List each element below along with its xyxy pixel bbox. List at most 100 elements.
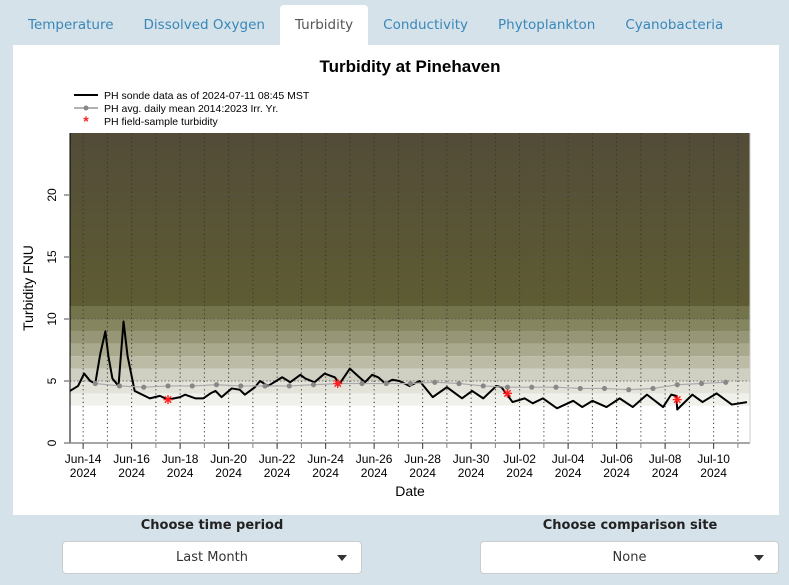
mean-series-point bbox=[577, 385, 583, 392]
field-sample-point bbox=[672, 395, 682, 405]
y-tick-label: 20 bbox=[45, 188, 59, 202]
mean-series-point bbox=[286, 383, 292, 389]
mean-series-point bbox=[383, 380, 389, 387]
x-tick-label: Jul-08 bbox=[649, 452, 682, 466]
x-tick-label: Jun-28 bbox=[404, 452, 441, 466]
y-axis-label: Turbidity FNU bbox=[20, 245, 36, 331]
time-period-label: Choose time period bbox=[140, 518, 284, 533]
mean-series-point bbox=[553, 384, 559, 390]
x-tick-label: Jul-04 bbox=[552, 452, 585, 466]
time-period-value: Last Month bbox=[176, 550, 248, 565]
x-tick-label: 2024 bbox=[603, 466, 630, 480]
asterisk-stroke bbox=[673, 395, 681, 404]
x-tick-label: Jun-30 bbox=[453, 452, 490, 466]
asterisk-stroke bbox=[503, 389, 512, 398]
x-tick-label: Jul-02 bbox=[503, 452, 536, 466]
x-tick-label: 2024 bbox=[409, 466, 436, 480]
x-tick-label: 2024 bbox=[167, 466, 194, 480]
y-tick-label: 0 bbox=[45, 439, 59, 446]
background-band bbox=[70, 356, 750, 369]
y-tick-label: 10 bbox=[45, 312, 59, 326]
mean-series-point bbox=[698, 380, 705, 387]
mean-series-point bbox=[529, 384, 535, 390]
x-tick-label: Jun-24 bbox=[307, 452, 344, 466]
field-sample-point bbox=[163, 395, 173, 405]
y-tick-label: 5 bbox=[45, 377, 59, 384]
mean-series-point bbox=[310, 382, 317, 388]
background-band bbox=[70, 306, 750, 319]
background-band-high bbox=[70, 133, 750, 307]
x-tick-label: 2024 bbox=[506, 466, 533, 480]
mean-series-point bbox=[480, 383, 486, 389]
mean-series-point bbox=[116, 383, 123, 389]
mean-series-point bbox=[262, 383, 268, 389]
comparison-site-select[interactable]: None bbox=[480, 541, 779, 574]
x-tick-label: 2024 bbox=[312, 466, 339, 480]
legend-mean-marker bbox=[83, 105, 89, 111]
tab-phytoplankton[interactable]: Phytoplankton bbox=[498, 17, 596, 33]
time-period-select[interactable]: Last Month bbox=[62, 541, 362, 574]
background-band bbox=[70, 319, 750, 332]
mean-series-point bbox=[407, 380, 414, 387]
x-tick-label: Jun-26 bbox=[356, 452, 393, 466]
x-tick-label: 2024 bbox=[700, 466, 727, 480]
tab-cyanobacteria[interactable]: Cyanobacteria bbox=[625, 17, 724, 33]
legend-sample-marker: * bbox=[83, 113, 89, 129]
mean-series-point bbox=[601, 385, 608, 392]
mean-series-point bbox=[141, 384, 147, 390]
mean-series-point bbox=[165, 383, 171, 389]
x-tick-label: 2024 bbox=[652, 466, 679, 480]
x-tick-label: 2024 bbox=[555, 466, 582, 480]
comparison-site-label: Choose comparison site bbox=[542, 518, 718, 533]
x-tick-label: Jun-22 bbox=[259, 452, 296, 466]
comparison-site-value: None bbox=[612, 550, 647, 565]
mean-series-point bbox=[432, 379, 438, 385]
chevron-down-icon bbox=[337, 555, 347, 561]
x-tick-label: 2024 bbox=[118, 466, 145, 480]
chevron-down-icon bbox=[754, 555, 764, 561]
asterisk-stroke bbox=[164, 395, 172, 404]
tab-dissolved-oxygen[interactable]: Dissolved Oxygen bbox=[143, 17, 265, 33]
legend: PH sonde data as of 2024-07-11 08:45 MST… bbox=[74, 90, 310, 129]
tab-temperature[interactable]: Temperature bbox=[28, 17, 114, 33]
x-tick-label: Jun-20 bbox=[210, 452, 247, 466]
x-tick-label: 2024 bbox=[361, 466, 388, 480]
legend-sample-label: PH field-sample turbidity bbox=[104, 116, 219, 128]
tab-turbidity[interactable]: Turbidity bbox=[279, 5, 369, 45]
legend-sonde-label: PH sonde data as of 2024-07-11 08:45 MST bbox=[104, 90, 310, 102]
mean-series-point bbox=[238, 383, 244, 389]
field-sample-point bbox=[333, 378, 343, 388]
background-band bbox=[70, 393, 750, 406]
field-sample-point bbox=[503, 388, 513, 398]
mean-series-point bbox=[92, 380, 98, 387]
x-axis-label: Date bbox=[395, 483, 425, 499]
tab-bar: Temperature Dissolved Oxygen Turbidity C… bbox=[13, 0, 738, 45]
mean-series-point bbox=[723, 379, 729, 385]
mean-series-point bbox=[359, 380, 365, 387]
mean-series-point bbox=[674, 382, 680, 388]
background-band bbox=[70, 343, 750, 357]
x-tick-label: 2024 bbox=[215, 466, 242, 480]
background-band bbox=[70, 331, 750, 344]
x-tick-label: Jun-16 bbox=[113, 452, 150, 466]
background-band bbox=[70, 368, 750, 381]
x-tick-label: 2024 bbox=[70, 466, 97, 480]
mean-series-point bbox=[189, 383, 195, 389]
x-tick-label: Jul-06 bbox=[600, 452, 633, 466]
mean-series-point bbox=[650, 385, 656, 392]
x-tick-label: 2024 bbox=[458, 466, 485, 480]
tab-conductivity[interactable]: Conductivity bbox=[383, 17, 469, 33]
chart-title: Turbidity at Pinehaven bbox=[319, 57, 500, 76]
y-tick-label: 15 bbox=[45, 250, 59, 264]
x-tick-label: 2024 bbox=[264, 466, 291, 480]
asterisk-stroke bbox=[334, 379, 342, 388]
mean-series-point bbox=[504, 384, 511, 390]
turbidity-chart: Turbidity at Pinehaven PH sonde data as … bbox=[20, 57, 751, 499]
mean-series-point bbox=[456, 380, 462, 387]
x-tick-label: Jun-18 bbox=[162, 452, 199, 466]
x-tick-label: Jul-10 bbox=[697, 452, 730, 466]
legend-mean-label: PH avg. daily mean 2014:2023 Irr. Yr. bbox=[104, 103, 278, 115]
mean-series-point bbox=[626, 387, 632, 393]
mean-series-point bbox=[213, 382, 220, 388]
x-tick-label: Jun-14 bbox=[65, 452, 102, 466]
